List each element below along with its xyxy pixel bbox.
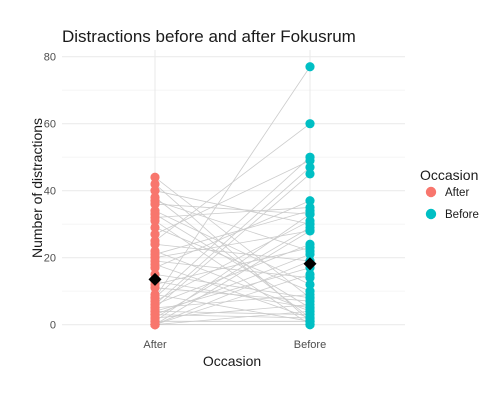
data-point-before	[305, 269, 315, 280]
data-point-before	[305, 216, 315, 226]
pair-line	[154, 294, 311, 309]
data-point-after	[150, 320, 160, 330]
data-point-after	[150, 199, 160, 209]
chart-title: Distractions before and after Fokusrum	[62, 27, 356, 46]
pair-line	[154, 267, 311, 312]
pair-line	[154, 274, 311, 326]
data-point-after	[150, 172, 160, 182]
data-point-after	[150, 239, 160, 249]
pair-line	[154, 230, 311, 259]
pair-line	[154, 220, 311, 302]
pair-line	[154, 190, 311, 225]
pair-line	[154, 210, 311, 285]
pair-line	[154, 314, 311, 319]
y-axis-title: Number of distractions	[29, 118, 45, 258]
pair-line	[154, 160, 311, 235]
data-point-before	[305, 169, 315, 179]
pair-line	[154, 253, 311, 315]
mean-marker	[148, 272, 162, 286]
pair-line	[154, 197, 311, 319]
y-tick-label: 40	[44, 186, 56, 198]
data-point-before	[305, 320, 315, 330]
pair-line	[154, 200, 311, 252]
pair-line	[154, 203, 311, 215]
legend: Occasion After Before	[420, 167, 479, 221]
data-point-before	[305, 299, 315, 310]
pair-line	[154, 207, 311, 218]
data-point-before	[305, 239, 315, 249]
pair-line	[154, 247, 311, 285]
pair-line	[154, 66, 311, 299]
pair-lines	[154, 66, 311, 326]
pair-line	[154, 243, 311, 305]
data-point-before	[305, 196, 315, 206]
pair-line	[154, 310, 311, 316]
pair-line	[154, 173, 311, 309]
mean-marker	[303, 257, 317, 271]
pair-line	[154, 243, 311, 262]
y-tick-label: 20	[44, 253, 56, 265]
pair-line	[154, 156, 311, 299]
pair-line	[154, 287, 311, 302]
mean-markers	[148, 257, 317, 286]
x-tick-label: After	[143, 339, 167, 351]
y-tick-label: 0	[50, 320, 56, 332]
data-points	[150, 62, 315, 330]
x-axis-title: Occasion	[203, 353, 261, 369]
data-point-before	[305, 306, 315, 316]
y-tick-label: 80	[44, 52, 56, 64]
data-point-after	[150, 263, 160, 273]
pair-line	[154, 230, 311, 325]
pair-line	[154, 250, 311, 312]
data-point-after	[150, 222, 160, 233]
legend-label-after: After	[445, 187, 469, 199]
data-point-before	[305, 62, 315, 72]
legend-label-before: Before	[445, 209, 479, 221]
data-point-before	[305, 162, 315, 172]
pair-line	[154, 227, 311, 319]
data-point-before	[305, 289, 315, 300]
pair-line	[154, 200, 311, 269]
data-point-after	[150, 186, 160, 196]
data-point-before	[305, 152, 315, 162]
legend-key-after	[425, 186, 437, 198]
pair-line	[154, 304, 311, 319]
data-point-before	[305, 279, 315, 290]
legend-key-before	[425, 208, 437, 220]
x-tick-label: Before	[294, 339, 326, 351]
x-tick-labels: After Before	[143, 339, 326, 351]
data-point-before	[305, 119, 315, 129]
pair-line	[154, 227, 311, 292]
data-point-before	[305, 209, 315, 219]
data-point-after	[150, 229, 160, 239]
data-point-after	[150, 283, 160, 293]
pair-line	[154, 294, 311, 322]
pair-line	[154, 166, 311, 305]
data-point-before	[305, 226, 315, 236]
data-point-before	[305, 249, 315, 259]
pair-line	[154, 210, 311, 255]
pair-line	[154, 213, 311, 322]
data-point-after	[150, 216, 160, 226]
legend-title: Occasion	[420, 167, 478, 183]
pair-line	[154, 176, 311, 299]
pair-line	[154, 310, 311, 326]
data-point-after	[150, 179, 160, 189]
pair-line	[154, 263, 311, 319]
y-tick-labels: 0 20 40 60 80	[44, 52, 56, 332]
pair-line	[154, 260, 311, 326]
y-tick-label: 60	[44, 119, 56, 131]
